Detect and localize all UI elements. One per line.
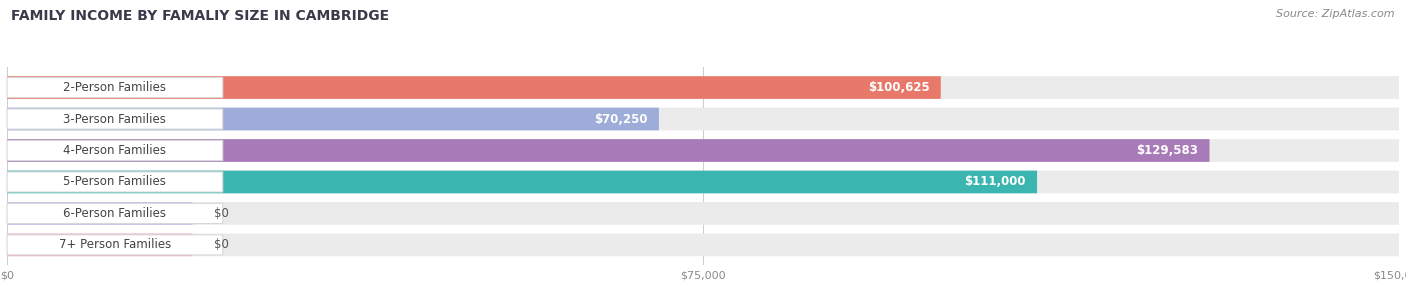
FancyBboxPatch shape — [7, 170, 1399, 193]
Text: $100,625: $100,625 — [868, 81, 929, 94]
Text: $0: $0 — [214, 207, 228, 220]
FancyBboxPatch shape — [7, 139, 1399, 162]
FancyBboxPatch shape — [7, 108, 1399, 130]
Text: 5-Person Families: 5-Person Families — [63, 175, 166, 188]
FancyBboxPatch shape — [7, 108, 659, 130]
FancyBboxPatch shape — [7, 109, 222, 129]
Text: $111,000: $111,000 — [965, 175, 1026, 188]
FancyBboxPatch shape — [7, 172, 222, 192]
Text: FAMILY INCOME BY FAMALIY SIZE IN CAMBRIDGE: FAMILY INCOME BY FAMALIY SIZE IN CAMBRID… — [11, 9, 389, 23]
Text: $0: $0 — [214, 239, 228, 251]
Text: Source: ZipAtlas.com: Source: ZipAtlas.com — [1277, 9, 1395, 19]
FancyBboxPatch shape — [7, 77, 222, 98]
Text: 4-Person Families: 4-Person Families — [63, 144, 166, 157]
FancyBboxPatch shape — [7, 202, 193, 225]
FancyBboxPatch shape — [7, 234, 1399, 256]
FancyBboxPatch shape — [7, 139, 1209, 162]
FancyBboxPatch shape — [7, 235, 222, 255]
FancyBboxPatch shape — [7, 76, 941, 99]
Text: 2-Person Families: 2-Person Families — [63, 81, 166, 94]
Text: 3-Person Families: 3-Person Families — [63, 113, 166, 126]
Text: 6-Person Families: 6-Person Families — [63, 207, 166, 220]
Text: $129,583: $129,583 — [1136, 144, 1198, 157]
FancyBboxPatch shape — [7, 203, 222, 224]
Text: 7+ Person Families: 7+ Person Families — [59, 239, 172, 251]
FancyBboxPatch shape — [7, 202, 1399, 225]
FancyBboxPatch shape — [7, 170, 1038, 193]
FancyBboxPatch shape — [7, 234, 193, 256]
FancyBboxPatch shape — [7, 76, 1399, 99]
FancyBboxPatch shape — [7, 140, 222, 160]
Text: $70,250: $70,250 — [595, 113, 648, 126]
